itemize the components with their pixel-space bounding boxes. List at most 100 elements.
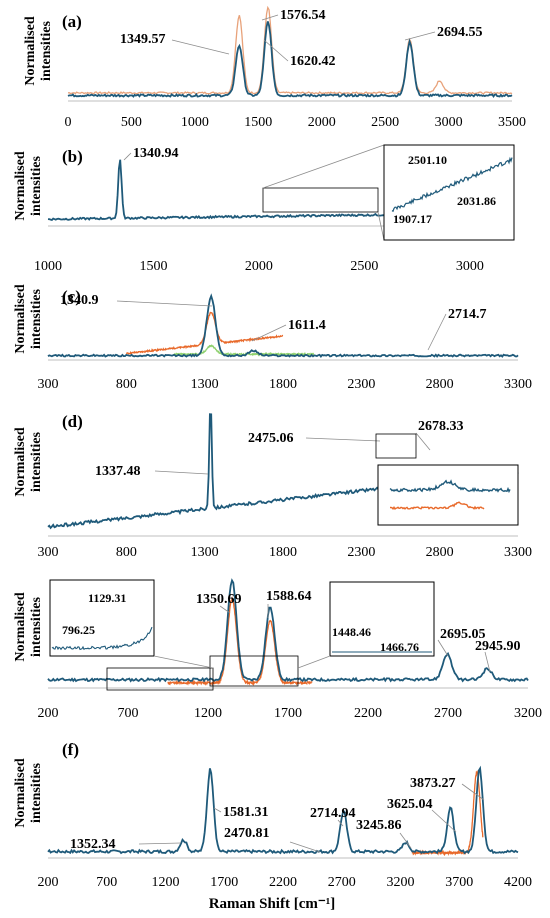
peak-label-a: 1620.42: [290, 54, 336, 69]
peak-label-f: 3873.27: [410, 776, 456, 791]
y-axis-label-c: Normalisedintensities: [13, 284, 44, 353]
tick-label-a: 2500: [371, 115, 399, 130]
y-axis-label-text-d: Normalisedintensities: [13, 427, 44, 496]
leader-line-c: [427, 313, 447, 351]
leader-line-e: [484, 651, 491, 673]
peak-label-d: 2678.33: [418, 419, 464, 434]
panel-label-f: (f): [62, 740, 79, 759]
tick-label-e: 1700: [274, 706, 302, 721]
series-line-f-1: [47, 765, 519, 855]
leader-line-f: [337, 819, 344, 827]
y-label-line-2: intensities: [29, 763, 44, 823]
peak-label-d: 1337.48: [95, 464, 141, 479]
y-label-line-2: intensities: [29, 432, 44, 492]
peak-label-f: 1581.31: [223, 805, 269, 820]
inset-box-d: [377, 464, 519, 526]
tick-label-f: 700: [96, 875, 117, 890]
peak-label-a: 1576.54: [280, 8, 326, 23]
y-label-line-2: intensities: [39, 21, 54, 81]
tick-label-a: 2000: [308, 115, 336, 130]
peak-label-e: 2695.05: [440, 627, 486, 642]
peak-label-f: 1352.34: [70, 837, 116, 852]
y-axis-label-b: Normalisedintensities: [13, 151, 44, 220]
y-label-line-2: intensities: [29, 289, 44, 349]
tick-label-d: 2300: [347, 545, 375, 560]
peak-label-f: 3625.04: [387, 797, 433, 812]
y-label-line-1: Normalised: [13, 151, 28, 220]
peak-label-f: 2714.94: [310, 806, 356, 821]
y-axis-label-text-a: Normalisedintensities: [23, 16, 54, 85]
leader-line-d: [154, 470, 209, 475]
peak-label-e: 1588.64: [266, 589, 312, 604]
leader-line-a: [261, 14, 279, 21]
leader-line-e: [219, 605, 231, 614]
zoom-connector-b2: [377, 211, 385, 241]
panel-a: 0 500 1000 1500 2000 2500 3000 3500 Normalisedin…: [23, 5, 526, 130]
peak-label-f: 2470.81: [224, 826, 270, 841]
panel-f: 200 700 1200 1700 2200 2700 3200 3700 4200 Normal…: [13, 740, 532, 890]
y-axis-label-text-f: Normalisedintensities: [13, 758, 44, 827]
panel-d: 300 800 1300 1800 2300 2800 3300 Normalisedinte…: [13, 412, 532, 560]
series-line-e-0: [167, 596, 313, 687]
tick-label-e: 200: [38, 706, 59, 721]
y-label-line-2: intensities: [29, 156, 44, 216]
tick-label-e: 2200: [354, 706, 382, 721]
inset-series-b: [391, 156, 513, 213]
y-axis-label-d: Normalisedintensities: [13, 427, 44, 496]
tick-label-c: 300: [38, 377, 59, 392]
panel-b: 1000 1500 2000 2500 3000 Normalisedintensitie…: [13, 144, 515, 274]
inset-label-b: 1907.17: [393, 212, 432, 226]
peak-label-a: 1349.57: [120, 32, 166, 47]
tick-label-b: 1000: [34, 259, 62, 274]
peak-label-b: 1340.94: [133, 146, 179, 161]
tick-label-c: 3300: [504, 377, 532, 392]
y-label-line-2: intensities: [29, 597, 44, 657]
inset-label-e: 796.25: [62, 623, 95, 637]
y-axis-label-text-e: Normalisedintensities: [13, 592, 44, 661]
y-axis-label-text-c: Normalisedintensities: [13, 284, 44, 353]
series-line-c-1: [173, 344, 315, 358]
peak-label-e: 2945.90: [475, 639, 521, 654]
inset-series-d-blue: [389, 479, 511, 494]
series-line-a-0: [67, 5, 513, 95]
tick-label-a: 3500: [498, 115, 526, 130]
inset-box-b: [383, 144, 515, 241]
y-label-line-1: Normalised: [13, 284, 28, 353]
tick-label-d: 300: [38, 545, 59, 560]
tick-label-a: 3000: [435, 115, 463, 130]
leader-line-a: [263, 39, 289, 62]
leader-line-f: [431, 809, 457, 833]
zoom-region-e2: [209, 655, 299, 687]
inset-label-e: 1448.46: [332, 625, 371, 639]
y-axis-label-text-b: Normalisedintensities: [13, 151, 44, 220]
peak-label-c: 1611.4: [288, 318, 326, 333]
series-line-c-2: [47, 293, 519, 358]
leader-line-f: [289, 841, 321, 853]
peak-label-c: 2714.7: [448, 307, 487, 322]
leader-line-c: [251, 324, 287, 342]
y-axis-label-a: Normalisedintensities: [23, 16, 54, 85]
tick-label-f: 3200: [387, 875, 415, 890]
tick-label-e: 1200: [194, 706, 222, 721]
tick-label-e: 2700: [434, 706, 462, 721]
peak-label-a: 2694.55: [437, 25, 483, 40]
inset-label-e: 1466.76: [380, 640, 419, 654]
peak-label-e: 1350.69: [196, 592, 242, 607]
y-label-line-1: Normalised: [23, 16, 38, 85]
series-line-e-1: [47, 578, 529, 683]
tick-label-c: 1800: [269, 377, 297, 392]
tick-label-a: 0: [65, 115, 72, 130]
leader-line-f: [138, 842, 182, 845]
tick-label-f: 3700: [445, 875, 473, 890]
leader-line-f: [213, 807, 222, 813]
zoom-connector-e2: [297, 655, 331, 669]
y-axis-label-e: Normalisedintensities: [13, 592, 44, 661]
leader-line-c: [116, 300, 213, 307]
tick-label-d: 800: [116, 545, 137, 560]
inset-box-e2: [329, 581, 435, 657]
leader-line-a: [404, 31, 436, 41]
tick-label-d: 1300: [191, 545, 219, 560]
tick-label-d: 1800: [269, 545, 297, 560]
y-axis-label-f: Normalisedintensities: [13, 758, 44, 827]
